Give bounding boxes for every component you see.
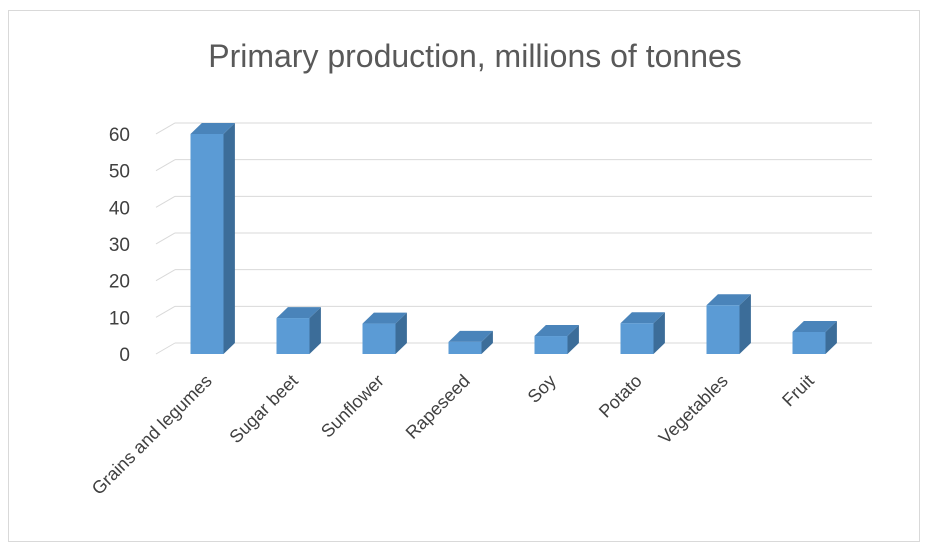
bar-side — [739, 294, 751, 354]
bar — [448, 330, 493, 354]
bar-front — [792, 331, 826, 354]
bar — [792, 320, 837, 354]
bar-front — [448, 341, 482, 354]
x-tick-label: Sugar beet — [225, 371, 301, 447]
x-axis-labels: Grains and legumes Sugar beet Sunflower Rap… — [88, 371, 818, 499]
bar-front — [362, 323, 396, 354]
x-tick-label: Vegetables — [655, 371, 732, 448]
gridline-diag — [155, 122, 176, 135]
chart-title: Primary production, millions of tonnes — [208, 38, 742, 74]
bar-side — [567, 325, 579, 354]
bar-front — [620, 323, 654, 354]
x-tick-label: Potato — [595, 371, 646, 422]
bar-top — [706, 294, 751, 306]
bar-top — [276, 307, 321, 319]
y-tick-label: 60 — [109, 125, 130, 146]
bar — [534, 325, 579, 354]
bar — [276, 307, 321, 354]
bar-side — [309, 307, 321, 354]
gridline-diag — [155, 342, 176, 355]
bar-side — [825, 320, 837, 354]
gridline-diag — [155, 195, 176, 208]
x-tick-label: Soy — [524, 371, 560, 407]
y-tick-label: 40 — [109, 198, 130, 219]
bar-top — [792, 320, 837, 332]
bar — [190, 122, 235, 354]
gridline-diag — [155, 159, 176, 172]
bars — [190, 122, 837, 354]
bar-side — [653, 312, 665, 354]
y-tick-label: 20 — [109, 272, 130, 293]
bar — [620, 312, 665, 354]
bar-front — [706, 305, 740, 354]
x-tick-label: Grains and legumes — [88, 371, 216, 499]
gridlines — [155, 122, 872, 355]
bar-top — [362, 312, 407, 324]
y-tick-label: 0 — [119, 345, 130, 366]
bar-side — [223, 122, 235, 354]
bar-top — [448, 330, 493, 342]
bar-front — [276, 318, 310, 354]
y-axis-ticks: 0 10 20 30 40 50 60 — [109, 125, 130, 366]
bar — [706, 294, 751, 354]
x-tick-label: Fruit — [778, 371, 818, 411]
y-tick-label: 10 — [109, 308, 130, 329]
bar-side — [395, 312, 407, 354]
x-tick-label: Sunflower — [317, 371, 388, 442]
gridline-diag — [155, 232, 176, 245]
bar-top — [534, 325, 579, 337]
bar-top — [620, 312, 665, 324]
chart-frame — [8, 10, 920, 542]
y-tick-label: 50 — [109, 162, 130, 183]
bar-side — [481, 330, 493, 354]
bar-front — [534, 336, 568, 354]
gridline-diag — [155, 269, 176, 282]
bar — [362, 312, 407, 354]
x-tick-label: Rapeseed — [402, 371, 474, 443]
bar-top — [190, 122, 235, 134]
gridline-diag — [155, 305, 176, 318]
bar-front — [190, 133, 224, 354]
y-tick-label: 30 — [109, 235, 130, 256]
